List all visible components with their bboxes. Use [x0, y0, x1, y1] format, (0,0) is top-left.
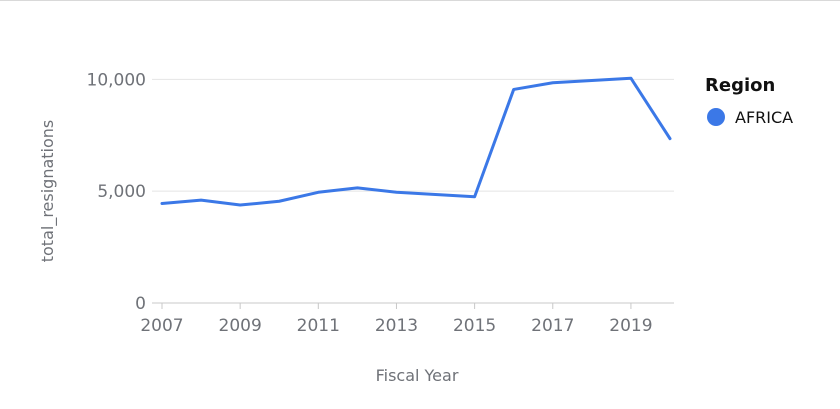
grid-lines [152, 78, 674, 304]
x-tick-label: 2017 [531, 316, 574, 336]
x-tick-label: 2011 [297, 316, 340, 336]
y-tick-label: 0 [135, 294, 146, 314]
series-layer [160, 76, 672, 207]
x-tick-label: 2019 [609, 316, 652, 336]
x-tick-label: 2013 [375, 316, 418, 336]
y-tick-label: 5,000 [97, 182, 146, 202]
y-axis: 0 5,000 10,000 [87, 70, 146, 314]
series-line-africa[interactable] [160, 76, 672, 207]
legend-swatch-africa [707, 108, 725, 126]
x-tick-label: 2007 [140, 316, 183, 336]
y-axis-title: total_resignations [38, 120, 58, 263]
x-axis-title: Fiscal Year [376, 366, 459, 385]
legend[interactable]: Region AFRICA [705, 75, 793, 127]
legend-title: Region [705, 75, 775, 96]
y-tick-label: 10,000 [87, 70, 146, 90]
x-axis: 2007 2009 2011 2013 2015 2017 2019 [140, 303, 653, 336]
legend-label-africa: AFRICA [735, 108, 793, 127]
x-tick-label: 2015 [453, 316, 496, 336]
x-tick-label: 2009 [219, 316, 262, 336]
